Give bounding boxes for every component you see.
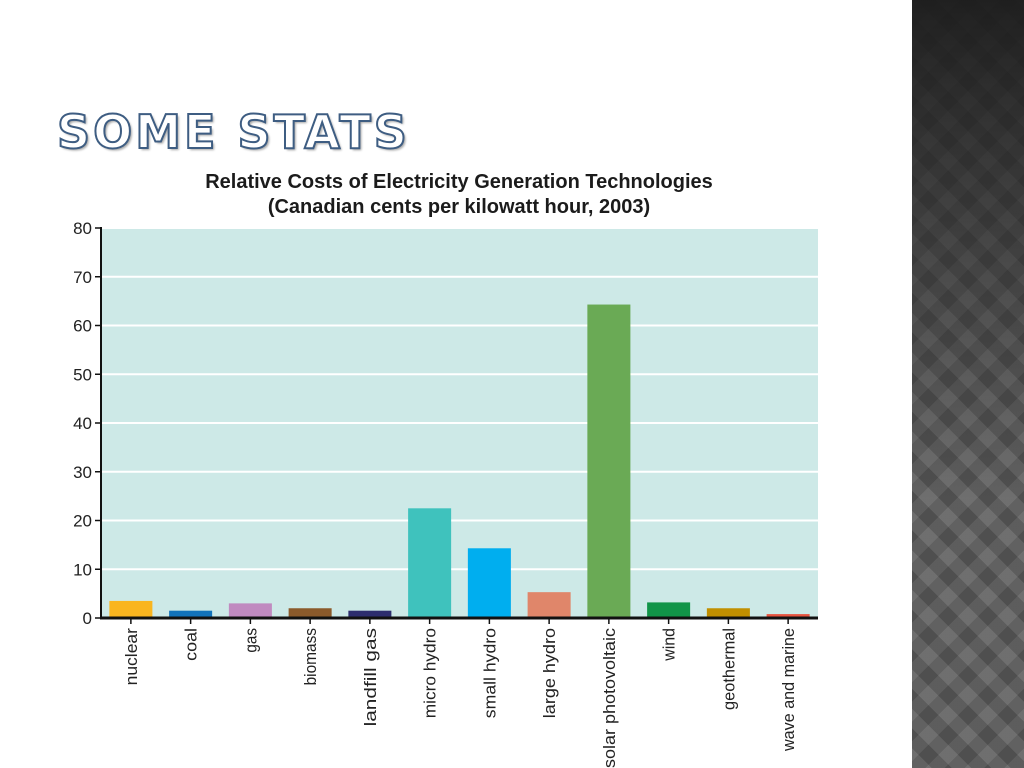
- x-category-label: small hydro: [480, 628, 499, 718]
- x-category-label: micro hydro: [421, 628, 440, 718]
- x-category-label: landfill gas: [361, 628, 380, 726]
- y-tick-label: 60: [73, 317, 92, 336]
- bar-large-hydro: [527, 592, 571, 618]
- x-category-label: geothermal: [719, 628, 738, 710]
- bar-geothermal: [706, 608, 750, 618]
- axes: [95, 227, 818, 624]
- chart-subtitle: (Canadian cents per kilowatt hour, 2003): [267, 196, 651, 218]
- bar-wave-and-marine: [766, 614, 810, 618]
- x-category-label: nuclear: [122, 628, 141, 686]
- bar-landfill-gas: [348, 610, 392, 618]
- bar-small-hydro: [467, 548, 511, 618]
- bar-biomass: [288, 608, 332, 618]
- bar-gas: [228, 603, 272, 618]
- bar-wind: [647, 602, 691, 618]
- chart-title: Relative Costs of Electricity Generation…: [205, 171, 713, 193]
- x-category-label: coal: [182, 628, 201, 661]
- bar-micro-hydro: [408, 508, 452, 618]
- bar-nuclear: [109, 600, 153, 618]
- x-category-labels: nuclear coal gas biomass landfill gas micro h…: [122, 627, 798, 768]
- bars: [109, 304, 810, 618]
- x-category-label: wave and marine: [779, 628, 798, 752]
- x-category-label: large hydro: [540, 628, 559, 718]
- bar-solar-photovoltaic: [587, 304, 631, 618]
- y-tick-label: 50: [73, 365, 92, 384]
- bar-coal: [169, 610, 213, 618]
- x-category-label: solar photovoltaic: [600, 627, 619, 768]
- y-tick-label: 70: [73, 268, 92, 287]
- y-tick-label: 40: [73, 414, 92, 433]
- y-tick-labels: 0 10 20 30 40 50 60 70 80: [73, 219, 92, 628]
- x-category-label: biomass: [301, 628, 320, 685]
- y-tick-label: 30: [73, 463, 92, 482]
- y-tick-label: 80: [73, 219, 92, 238]
- chart-title-block: Relative Costs of Electricity Generation…: [100, 170, 818, 220]
- decorative-side-panel: [912, 0, 1024, 768]
- y-tick-label: 20: [73, 512, 92, 531]
- x-category-label: wind: [660, 628, 679, 662]
- gridlines: [101, 227, 818, 571]
- slide-title: Some stats: [56, 104, 410, 160]
- y-tick-label: 0: [83, 609, 92, 628]
- y-tick-label: 10: [73, 560, 92, 579]
- x-category-label: gas: [241, 628, 260, 653]
